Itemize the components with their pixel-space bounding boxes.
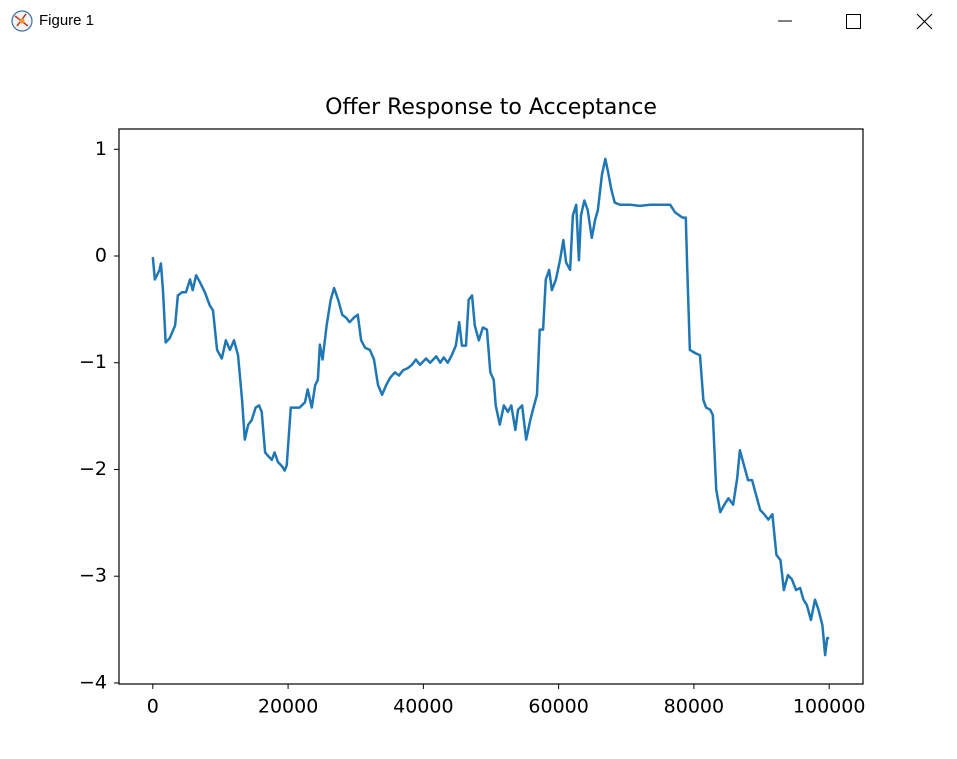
- y-tick-label: 0: [95, 245, 107, 267]
- x-tick-label: 20000: [258, 696, 318, 718]
- y-tick-label: −2: [79, 458, 107, 480]
- chart-title: Offer Response to Acceptance: [325, 95, 657, 120]
- close-button[interactable]: [901, 0, 947, 44]
- y-tick-label: −4: [79, 671, 107, 693]
- plot-frame: [118, 128, 864, 685]
- window-title: Figure 1: [39, 12, 95, 29]
- data-line: [151, 157, 830, 657]
- x-tick-label: 100000: [793, 696, 866, 718]
- minimize-button[interactable]: [761, 0, 807, 44]
- x-tick-label: 40000: [393, 696, 453, 718]
- app-icon: [11, 10, 33, 32]
- x-tick-label: 80000: [664, 696, 724, 718]
- x-tick-label: 0: [147, 696, 159, 718]
- title-bar: Figure 1: [0, 0, 957, 44]
- y-tick-label: 1: [95, 138, 107, 160]
- x-tick-label: 60000: [528, 696, 588, 718]
- y-tick-label: −1: [79, 351, 107, 373]
- y-tick-label: −3: [79, 565, 107, 587]
- maximize-button[interactable]: [830, 0, 876, 44]
